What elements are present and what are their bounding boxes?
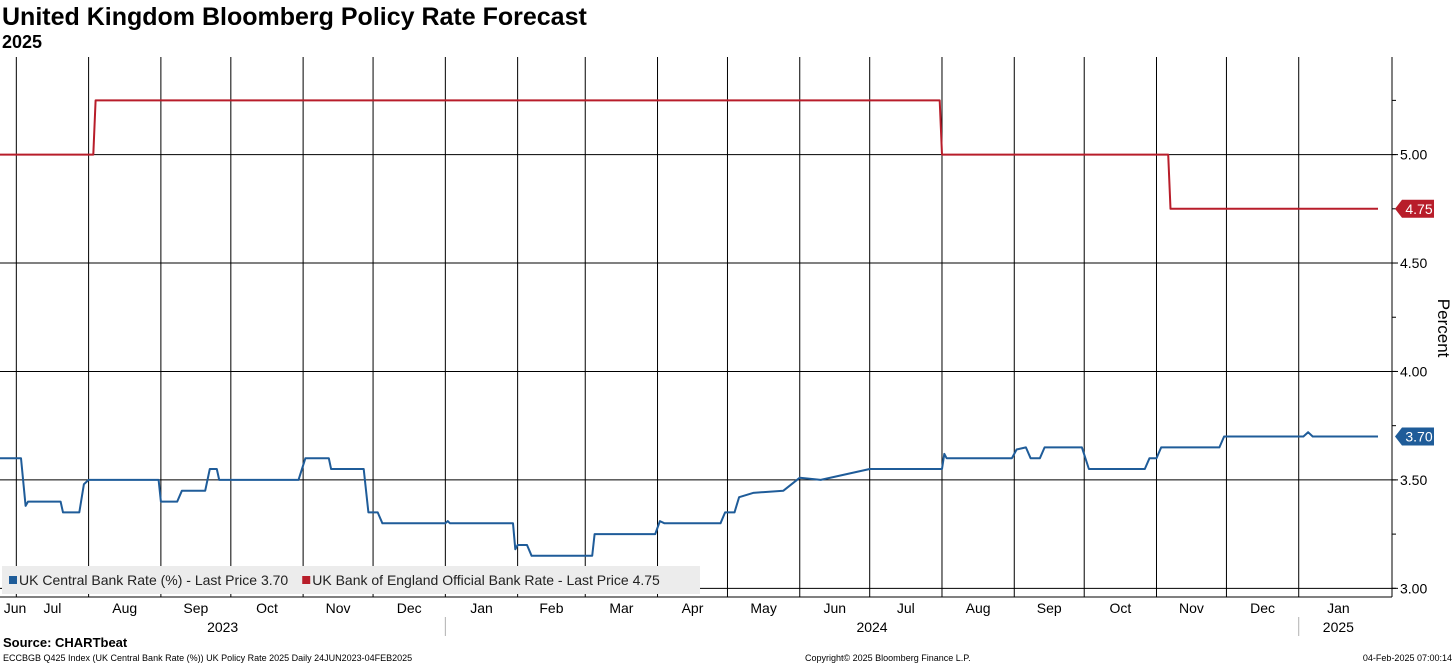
x-month-label: Aug — [966, 600, 991, 616]
x-month-label: Oct — [1109, 600, 1131, 616]
x-month-label: Jul — [897, 600, 915, 616]
x-month-label: Jun — [823, 600, 846, 616]
x-month-label: Jan — [470, 600, 493, 616]
x-month-label: Jul — [44, 600, 62, 616]
x-month-label: Sep — [1037, 600, 1062, 616]
footer-timestamp: 04-Feb-2025 07:00:14 — [1362, 653, 1452, 663]
legend-label: UK Bank of England Official Bank Rate - … — [312, 572, 660, 588]
chart-title: United Kingdom Bloomberg Policy Rate For… — [2, 3, 587, 31]
x-month-label: Nov — [1179, 600, 1204, 616]
x-year-label: 2024 — [856, 619, 887, 635]
source-label: Source: CHARTbeat — [3, 635, 128, 650]
y-tick-label: 3.50 — [1400, 472, 1427, 488]
x-month-label: Jun — [4, 600, 27, 616]
chart-subtitle: 2025 — [2, 32, 43, 52]
series-line-uk-central-bank-rate — [0, 431, 1378, 557]
x-month-label: Nov — [326, 600, 351, 616]
x-month-label: May — [750, 600, 776, 616]
y-tick-label: 4.50 — [1400, 255, 1427, 271]
grid-lines — [0, 57, 1392, 597]
x-month-label: Apr — [682, 600, 704, 616]
x-month-label: Oct — [256, 600, 278, 616]
x-year-label: 2023 — [207, 619, 238, 635]
series-lines — [0, 99, 1378, 557]
x-month-label: Aug — [112, 600, 137, 616]
x-month-label: Sep — [183, 600, 208, 616]
x-year-label: 2025 — [1323, 619, 1354, 635]
last-price-tag — [1395, 427, 1434, 446]
x-month-label: Jan — [1327, 600, 1350, 616]
x-month-label: Dec — [1250, 600, 1275, 616]
legend-background — [2, 566, 700, 594]
y-tick-label: 3.00 — [1400, 580, 1427, 596]
y-axis-label: Percent — [1434, 299, 1453, 358]
footer-copyright: Copyright© 2025 Bloomberg Finance L.P. — [805, 653, 971, 663]
x-month-label: Feb — [539, 600, 563, 616]
legend: UK Central Bank Rate (%) - Last Price 3.… — [2, 566, 700, 594]
last-price-tag — [1395, 199, 1434, 218]
last-price-label: 4.75 — [1405, 201, 1432, 217]
legend-swatch — [9, 576, 17, 584]
last-price-label: 3.70 — [1405, 429, 1432, 445]
y-tick-label: 5.00 — [1400, 147, 1427, 163]
y-tick-label: 4.00 — [1400, 363, 1427, 379]
legend-swatch — [302, 576, 311, 584]
footer-index-info: ECCBGB Q425 Index (UK Central Bank Rate … — [3, 653, 413, 663]
x-month-label: Mar — [609, 600, 633, 616]
legend-label: UK Central Bank Rate (%) - Last Price 3.… — [19, 572, 288, 588]
series-line-boe-official-bank-rate — [0, 99, 1378, 210]
axes: 3.00 3.50 4.00 4.50 5.00 Percent 3.70 4.75 Jun Ju… — [0, 57, 1453, 636]
x-month-label: Dec — [397, 600, 422, 616]
